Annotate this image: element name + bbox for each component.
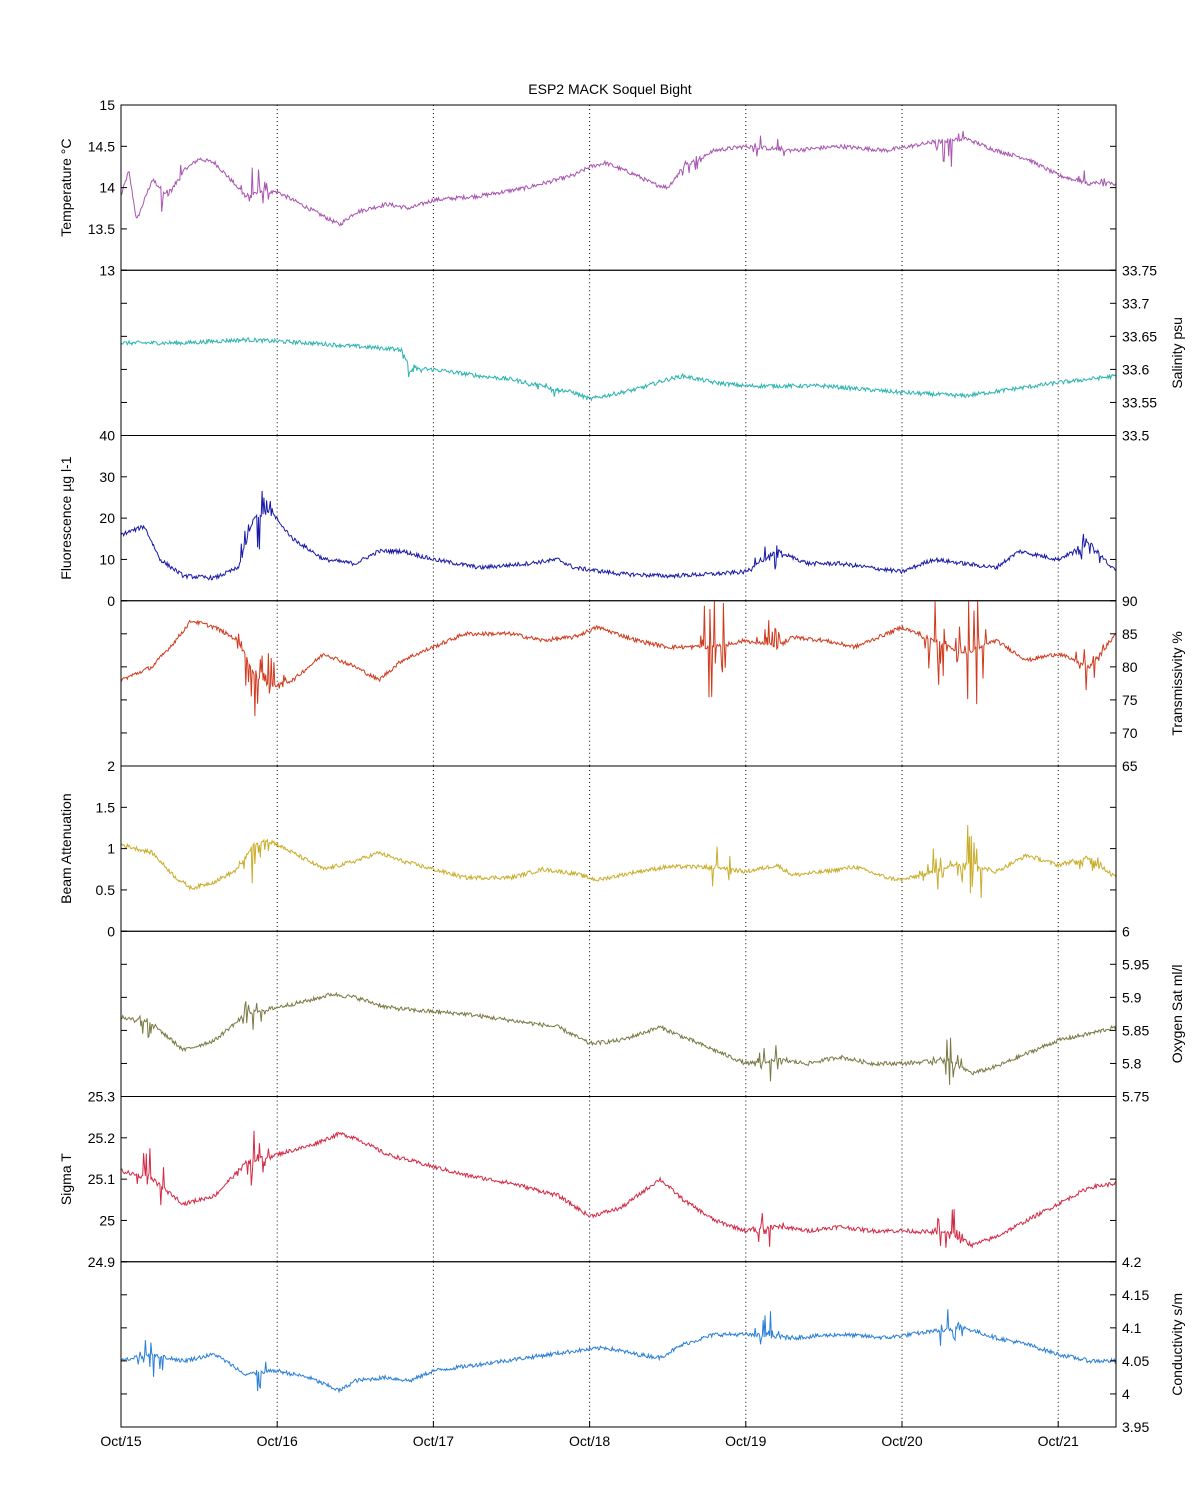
x-tick-label: Oct/17 xyxy=(413,1433,454,1449)
y-tick-label: 5.95 xyxy=(1122,956,1149,972)
series-line-sigmat xyxy=(120,1130,1117,1249)
x-tick-label: Oct/16 xyxy=(257,1433,298,1449)
y-tick-label: 33.5 xyxy=(1122,428,1149,444)
y-axis-label: Conductivity s/m xyxy=(1169,1293,1185,1396)
y-tick-label: 6 xyxy=(1122,923,1130,939)
panel-frame xyxy=(120,930,1117,1097)
y-tick-label: 4.1 xyxy=(1122,1320,1142,1336)
y-tick-label: 33.65 xyxy=(1122,328,1157,344)
x-tick-label: Oct/15 xyxy=(100,1433,141,1449)
panel-beam: 0 0.5 1 1.5 2 Beam Attenuation xyxy=(58,758,1117,939)
y-tick-label: 85 xyxy=(1122,626,1138,642)
panel-oxygen: 5.75 5.8 5.85 5.9 5.95 6 Oxygen Sat ml/l xyxy=(120,923,1185,1105)
y-tick-label: 14 xyxy=(99,180,115,196)
y-tick-label: 4 xyxy=(1122,1386,1130,1402)
y-tick-label: 90 xyxy=(1122,593,1138,609)
y-tick-label: 40 xyxy=(99,428,115,444)
y-tick-label: 4.15 xyxy=(1122,1287,1149,1303)
y-tick-label: 25.3 xyxy=(88,1089,115,1105)
y-tick-label: 3.95 xyxy=(1122,1419,1149,1435)
panel-temperature: 13 13.5 14 14.5 15 Temperature °C xyxy=(58,97,1117,278)
y-axis-label: Transmissivity % xyxy=(1169,631,1185,736)
y-tick-label: 33.7 xyxy=(1122,295,1149,311)
panel-frame xyxy=(120,269,1117,436)
y-tick-label: 24.9 xyxy=(88,1254,115,1270)
y-axis-label: Salinity psu xyxy=(1169,317,1185,389)
y-tick-label: 2 xyxy=(107,758,115,774)
y-tick-label: 33.6 xyxy=(1122,361,1149,377)
y-tick-label: 0 xyxy=(107,593,115,609)
series-line-transmissivity xyxy=(120,600,1117,717)
series-line-conductivity xyxy=(120,1309,1117,1394)
y-axis-label: Oxygen Sat ml/l xyxy=(1169,964,1185,1063)
y-tick-label: 33.75 xyxy=(1122,262,1157,278)
x-tick-label: Oct/19 xyxy=(725,1433,766,1449)
y-tick-label: 4.05 xyxy=(1122,1353,1149,1369)
y-tick-label: 70 xyxy=(1122,725,1138,741)
y-tick-label: 5.85 xyxy=(1122,1022,1149,1038)
panel-fluorescence: 0 10 20 30 40 Fluorescence µg l-1 xyxy=(58,428,1117,609)
y-tick-label: 25 xyxy=(99,1212,115,1228)
y-tick-label: 5.9 xyxy=(1122,989,1142,1005)
series-line-beam xyxy=(120,825,1117,898)
y-tick-label: 15 xyxy=(99,97,115,113)
chart-title: ESP2 MACK Soquel Bight xyxy=(528,81,692,97)
x-tick-label: Oct/20 xyxy=(881,1433,922,1449)
panel-sigmat: 24.9 25 25.1 25.2 25.3 Sigma T xyxy=(58,1089,1117,1270)
series-line-oxygen xyxy=(120,991,1117,1085)
panel-transmissivity: 65 70 75 80 85 90 Transmissivity % xyxy=(120,593,1185,774)
series-line-temperature xyxy=(120,131,1117,227)
panel-frame xyxy=(120,104,1117,271)
panel-frame xyxy=(120,435,1117,602)
y-tick-label: 1.5 xyxy=(96,799,116,815)
x-tick-label: Oct/21 xyxy=(1038,1433,1079,1449)
y-tick-label: 80 xyxy=(1122,659,1138,675)
panel-frame xyxy=(120,1261,1117,1428)
series-line-salinity xyxy=(120,336,1117,402)
y-tick-label: 30 xyxy=(99,469,115,485)
y-tick-label: 14.5 xyxy=(88,138,115,154)
y-tick-label: 5.8 xyxy=(1122,1055,1142,1071)
y-tick-label: 33.55 xyxy=(1122,394,1157,410)
y-tick-label: 25.1 xyxy=(88,1171,115,1187)
panel-salinity: 33.5 33.55 33.6 33.65 33.7 33.75 Salinity psu xyxy=(120,262,1185,444)
y-tick-label: 5.75 xyxy=(1122,1089,1149,1105)
panel-conductivity: 3.95 4 4.05 4.1 4.15 4.2 Conductivity s/m xyxy=(120,1254,1185,1435)
y-axis-label: Sigma T xyxy=(58,1153,74,1205)
panel-frame xyxy=(120,1096,1117,1263)
y-axis-label: Temperature °C xyxy=(58,139,74,237)
y-tick-label: 13.5 xyxy=(88,221,115,237)
series-line-fluorescence xyxy=(120,490,1117,581)
y-tick-label: 10 xyxy=(99,551,115,567)
y-tick-label: 1 xyxy=(107,841,115,857)
y-tick-label: 25.2 xyxy=(88,1130,115,1146)
y-tick-label: 75 xyxy=(1122,692,1138,708)
y-tick-label: 20 xyxy=(99,510,115,526)
y-axis-label: Fluorescence µg l-1 xyxy=(58,456,74,579)
x-tick-label: Oct/18 xyxy=(569,1433,610,1449)
y-tick-label: 13 xyxy=(99,262,115,278)
y-tick-label: 65 xyxy=(1122,758,1138,774)
y-tick-label: 0.5 xyxy=(96,882,116,898)
y-tick-label: 0 xyxy=(107,923,115,939)
y-tick-label: 4.2 xyxy=(1122,1254,1142,1270)
y-axis-label: Beam Attenuation xyxy=(58,793,74,904)
